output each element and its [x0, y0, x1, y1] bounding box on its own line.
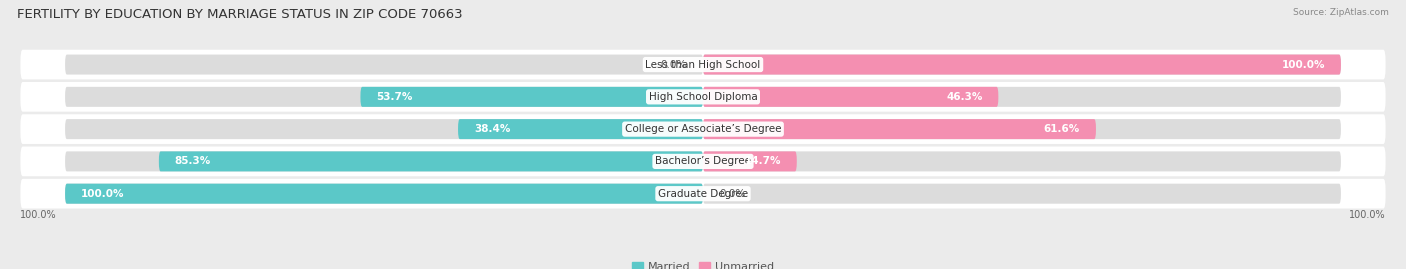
Text: Bachelor’s Degree: Bachelor’s Degree [655, 156, 751, 167]
Text: 0.0%: 0.0% [718, 189, 745, 199]
Text: FERTILITY BY EDUCATION BY MARRIAGE STATUS IN ZIP CODE 70663: FERTILITY BY EDUCATION BY MARRIAGE STATU… [17, 8, 463, 21]
FancyBboxPatch shape [703, 87, 998, 107]
FancyBboxPatch shape [703, 55, 1341, 75]
Text: 61.6%: 61.6% [1043, 124, 1080, 134]
Text: Source: ZipAtlas.com: Source: ZipAtlas.com [1294, 8, 1389, 17]
Legend: Married, Unmarried: Married, Unmarried [627, 257, 779, 269]
Text: High School Diploma: High School Diploma [648, 92, 758, 102]
FancyBboxPatch shape [458, 119, 703, 139]
FancyBboxPatch shape [21, 147, 1385, 176]
Text: 14.7%: 14.7% [744, 156, 780, 167]
Text: 85.3%: 85.3% [174, 156, 211, 167]
FancyBboxPatch shape [65, 151, 703, 171]
Text: 38.4%: 38.4% [474, 124, 510, 134]
FancyBboxPatch shape [703, 87, 1341, 107]
FancyBboxPatch shape [21, 179, 1385, 208]
FancyBboxPatch shape [65, 87, 703, 107]
Text: Less than High School: Less than High School [645, 59, 761, 70]
Text: Graduate Degree: Graduate Degree [658, 189, 748, 199]
FancyBboxPatch shape [703, 151, 797, 171]
Text: College or Associate’s Degree: College or Associate’s Degree [624, 124, 782, 134]
Text: 0.0%: 0.0% [661, 59, 688, 70]
Text: 53.7%: 53.7% [377, 92, 413, 102]
FancyBboxPatch shape [65, 184, 703, 204]
FancyBboxPatch shape [65, 119, 703, 139]
FancyBboxPatch shape [21, 50, 1385, 79]
FancyBboxPatch shape [703, 119, 1095, 139]
FancyBboxPatch shape [703, 119, 1341, 139]
FancyBboxPatch shape [159, 151, 703, 171]
FancyBboxPatch shape [703, 151, 1341, 171]
FancyBboxPatch shape [21, 114, 1385, 144]
Text: 46.3%: 46.3% [946, 92, 983, 102]
Text: 100.0%: 100.0% [21, 210, 58, 220]
Text: 100.0%: 100.0% [1281, 59, 1324, 70]
FancyBboxPatch shape [703, 184, 1341, 204]
Text: 100.0%: 100.0% [1348, 210, 1385, 220]
FancyBboxPatch shape [21, 82, 1385, 112]
Text: 100.0%: 100.0% [82, 189, 125, 199]
FancyBboxPatch shape [703, 55, 1341, 75]
FancyBboxPatch shape [65, 184, 703, 204]
FancyBboxPatch shape [360, 87, 703, 107]
FancyBboxPatch shape [65, 55, 703, 75]
